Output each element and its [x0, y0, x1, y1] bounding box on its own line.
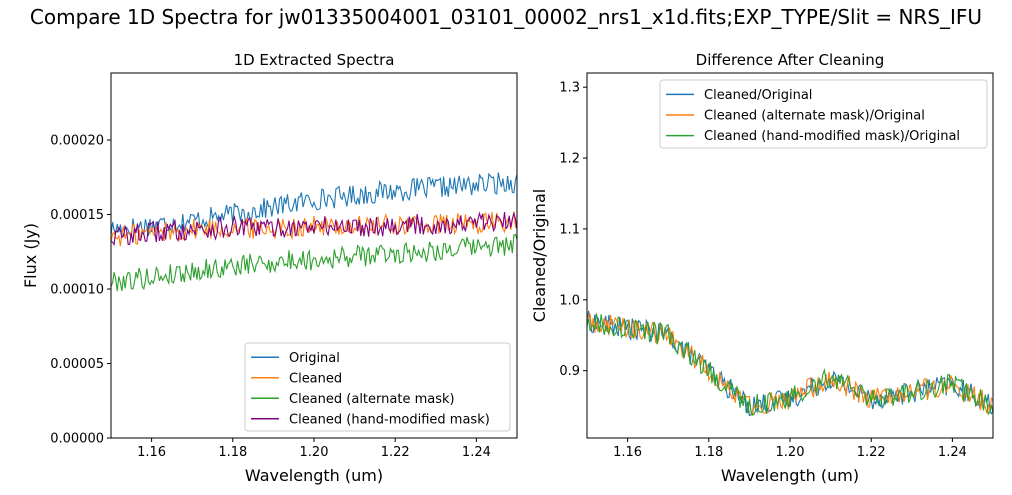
series-line-4 — [111, 211, 517, 247]
y-tick-label: 0.00005 — [50, 357, 104, 372]
series-group — [587, 310, 993, 417]
right-chart-panel: Difference After Cleaning 1.16 1.18 1.20 1.2… — [530, 51, 994, 485]
series-line-3 — [587, 313, 993, 416]
x-tick-label: 1.20 — [776, 445, 805, 460]
y-tick-label: 0.00015 — [50, 208, 104, 223]
y-tick-label: 1.3 — [559, 81, 580, 96]
chart-title: Difference After Cleaning — [696, 51, 885, 69]
y-tick-label: 1.1 — [559, 222, 580, 237]
series-group — [111, 172, 517, 292]
legend: Original Cleaned Cleaned (alternate mask) C… — [244, 342, 511, 432]
x-axis-label: Wavelength (um) — [245, 466, 383, 485]
x-tick-label: 1.22 — [857, 445, 886, 460]
x-tick-label: 1.18 — [218, 445, 247, 460]
legend-entry: Cleaned/Original — [704, 88, 812, 103]
legend-entry: Cleaned (alternate mask) — [289, 392, 455, 407]
series-line-3 — [111, 233, 517, 292]
legend-entry: Cleaned (hand-modified mask)/Original — [704, 129, 960, 144]
left-chart-panel: 1D Extracted Spectra 1.16 1.18 1.20 1.22 1.24… — [21, 51, 518, 485]
x-tick-label: 1.20 — [300, 445, 329, 460]
x-tick-label: 1.24 — [462, 445, 491, 460]
x-tick-label: 1.24 — [938, 445, 967, 460]
legend-entry: Cleaned (hand-modified mask) — [289, 412, 490, 427]
x-tick-label: 1.16 — [613, 445, 642, 460]
chart-title: 1D Extracted Spectra — [234, 51, 395, 69]
y-axis-label: Cleaned/Original — [530, 189, 549, 322]
y-tick-label: 1.0 — [559, 293, 580, 308]
legend-box — [244, 342, 511, 432]
y-axis-label: Flux (Jy) — [21, 223, 40, 288]
x-axis-label: Wavelength (um) — [721, 466, 859, 485]
series-line-1 — [111, 172, 517, 239]
x-tick-label: 1.22 — [381, 445, 410, 460]
y-tick-label: 0.9 — [559, 364, 580, 379]
legend-entry: Cleaned — [289, 371, 342, 386]
x-tick-label: 1.16 — [137, 445, 166, 460]
y-tick-label: 0.00010 — [50, 283, 104, 298]
x-tick-label: 1.18 — [694, 445, 723, 460]
figure-title: Compare 1D Spectra for jw01335004001_031… — [29, 5, 983, 29]
series-line-2 — [111, 211, 517, 247]
series-line-2 — [587, 313, 993, 417]
legend-entry: Cleaned (alternate mask)/Original — [704, 109, 925, 124]
legend: Cleaned/Original Cleaned (alternate mask)… — [659, 79, 988, 149]
legend-box — [659, 79, 988, 149]
y-tick-label: 0.00020 — [50, 134, 104, 149]
legend-entry: Original — [289, 351, 340, 366]
y-tick-label: 0.00000 — [50, 432, 104, 447]
y-tick-label: 1.2 — [559, 152, 580, 167]
